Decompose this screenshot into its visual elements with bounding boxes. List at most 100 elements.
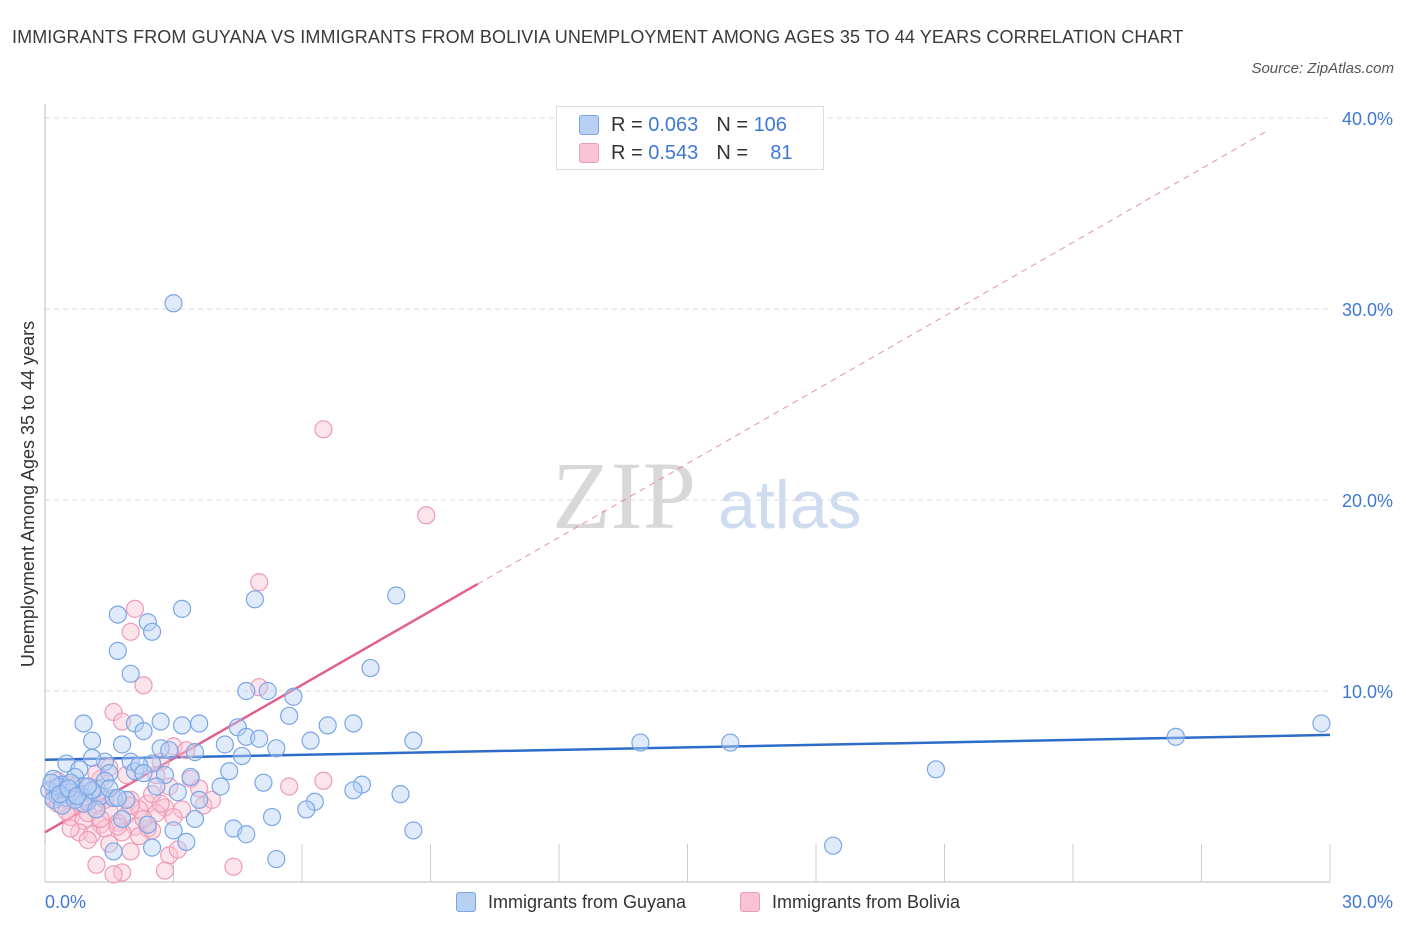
legend-bolivia-label: Immigrants from Bolivia xyxy=(772,891,961,912)
bolivia-point xyxy=(87,855,106,874)
bolivia-point xyxy=(250,573,269,592)
bolivia-point xyxy=(202,790,222,809)
guyana-point xyxy=(172,599,192,618)
axes xyxy=(44,104,1331,883)
n-value: 106 xyxy=(753,113,787,136)
legend-row-guyana: R = 0.063 N = 106 xyxy=(579,113,787,137)
bolivia-swatch xyxy=(579,143,599,163)
guyana-point xyxy=(142,838,162,857)
guyana-point xyxy=(220,762,239,781)
guyana-point xyxy=(83,731,102,750)
guyana-point xyxy=(387,586,406,605)
guyana-point xyxy=(164,294,183,313)
guyana-swatch xyxy=(456,892,476,912)
guyana-point xyxy=(190,714,209,733)
bolivia-point xyxy=(314,420,333,439)
guyana-point xyxy=(151,712,170,731)
guyana-point xyxy=(1312,714,1331,733)
guyana-point xyxy=(245,590,264,609)
n-value: 81 xyxy=(770,141,793,164)
bolivia-point xyxy=(121,842,140,861)
guyana-point xyxy=(250,729,269,748)
guyana-point xyxy=(112,735,132,754)
n-label: N = xyxy=(716,113,748,136)
guyana-point xyxy=(147,777,166,796)
x-tick-label: 0.0% xyxy=(45,892,86,912)
guyana-point xyxy=(168,783,187,802)
watermark: ZIP atlas xyxy=(552,442,862,549)
bolivia-point xyxy=(417,506,436,525)
guyana-point xyxy=(185,809,205,829)
guyana-point xyxy=(301,731,320,750)
guyana-point xyxy=(254,773,273,792)
r-label: R = xyxy=(611,141,643,164)
r-value: 0.543 xyxy=(648,141,699,164)
guyana-point xyxy=(121,664,140,683)
guyana-point xyxy=(87,800,106,819)
y-tick-label: 30.0% xyxy=(1342,300,1393,320)
guyana-point xyxy=(108,788,127,808)
guyana-point xyxy=(391,785,410,804)
guyana-point xyxy=(142,622,162,641)
guyana-point xyxy=(824,836,843,855)
guyana-point xyxy=(138,613,157,632)
legend-item-guyana[interactable]: Immigrants from Guyana xyxy=(456,889,686,915)
guyana-point xyxy=(280,706,299,725)
bolivia-swatch xyxy=(740,892,760,912)
guyana-point xyxy=(108,641,127,660)
guyana-point xyxy=(267,849,286,869)
bolivia-point xyxy=(125,599,145,618)
y-tick-label: 40.0% xyxy=(1342,109,1393,129)
series-guyana-points xyxy=(40,294,1331,869)
guyana-point xyxy=(404,821,423,840)
guyana-point xyxy=(344,781,363,800)
guyana-point xyxy=(83,748,102,767)
guyana-point xyxy=(108,605,127,624)
bolivia-point xyxy=(121,622,140,641)
guyana-point xyxy=(215,735,234,754)
bolivia-point xyxy=(134,676,153,695)
guyana-trend-line xyxy=(44,733,1331,762)
guyana-point xyxy=(160,741,179,760)
source-label: Source: ZipAtlas.com xyxy=(1251,60,1394,77)
guyana-point xyxy=(361,658,380,678)
legend-item-bolivia[interactable]: Immigrants from Bolivia xyxy=(740,889,960,915)
bolivia-trend-extension xyxy=(477,131,1266,585)
guyana-point xyxy=(78,777,97,796)
bolivia-point xyxy=(91,809,110,829)
tick-labels: 10.0% 20.0% 30.0% 40.0% 0.0% 30.0% xyxy=(45,109,1393,912)
bolivia-point xyxy=(104,865,123,884)
guyana-swatch xyxy=(579,115,599,135)
guyana-point xyxy=(172,716,192,735)
guyana-point xyxy=(344,714,363,733)
y-tick-label: 20.0% xyxy=(1342,491,1393,511)
guyana-point xyxy=(104,842,123,861)
guyana-point xyxy=(284,687,303,706)
guyana-point xyxy=(258,681,277,701)
guyana-point xyxy=(134,764,153,783)
chart-title: IMMIGRANTS FROM GUYANA VS IMMIGRANTS FRO… xyxy=(12,27,1184,47)
bolivia-point xyxy=(78,830,97,850)
legend-row-bolivia: R = 0.543 N = 81 xyxy=(579,141,792,165)
watermark-atlas: atlas xyxy=(718,467,862,543)
guyana-point xyxy=(721,733,740,752)
r-label: R = xyxy=(611,113,643,136)
guyana-point xyxy=(185,743,205,762)
bolivia-point xyxy=(314,771,333,790)
x-tick-label: 30.0% xyxy=(1342,892,1393,912)
guyana-point xyxy=(164,821,183,840)
guyana-point xyxy=(404,731,423,750)
watermark-zip: ZIP xyxy=(552,442,696,549)
guyana-point xyxy=(297,800,316,819)
guyana-point xyxy=(237,825,256,844)
legend-guyana-label: Immigrants from Guyana xyxy=(488,891,687,912)
n-label: N = xyxy=(716,141,748,164)
correlation-legend: R = 0.063 N = 106 R = 0.543 N = 81 xyxy=(556,106,824,170)
guyana-point xyxy=(232,746,252,766)
bolivia-point xyxy=(61,819,80,838)
guyana-point xyxy=(318,716,337,735)
guyana-point xyxy=(211,777,230,796)
bolivia-point xyxy=(280,777,299,796)
bolivia-point xyxy=(224,857,243,876)
guyana-point xyxy=(74,714,93,733)
